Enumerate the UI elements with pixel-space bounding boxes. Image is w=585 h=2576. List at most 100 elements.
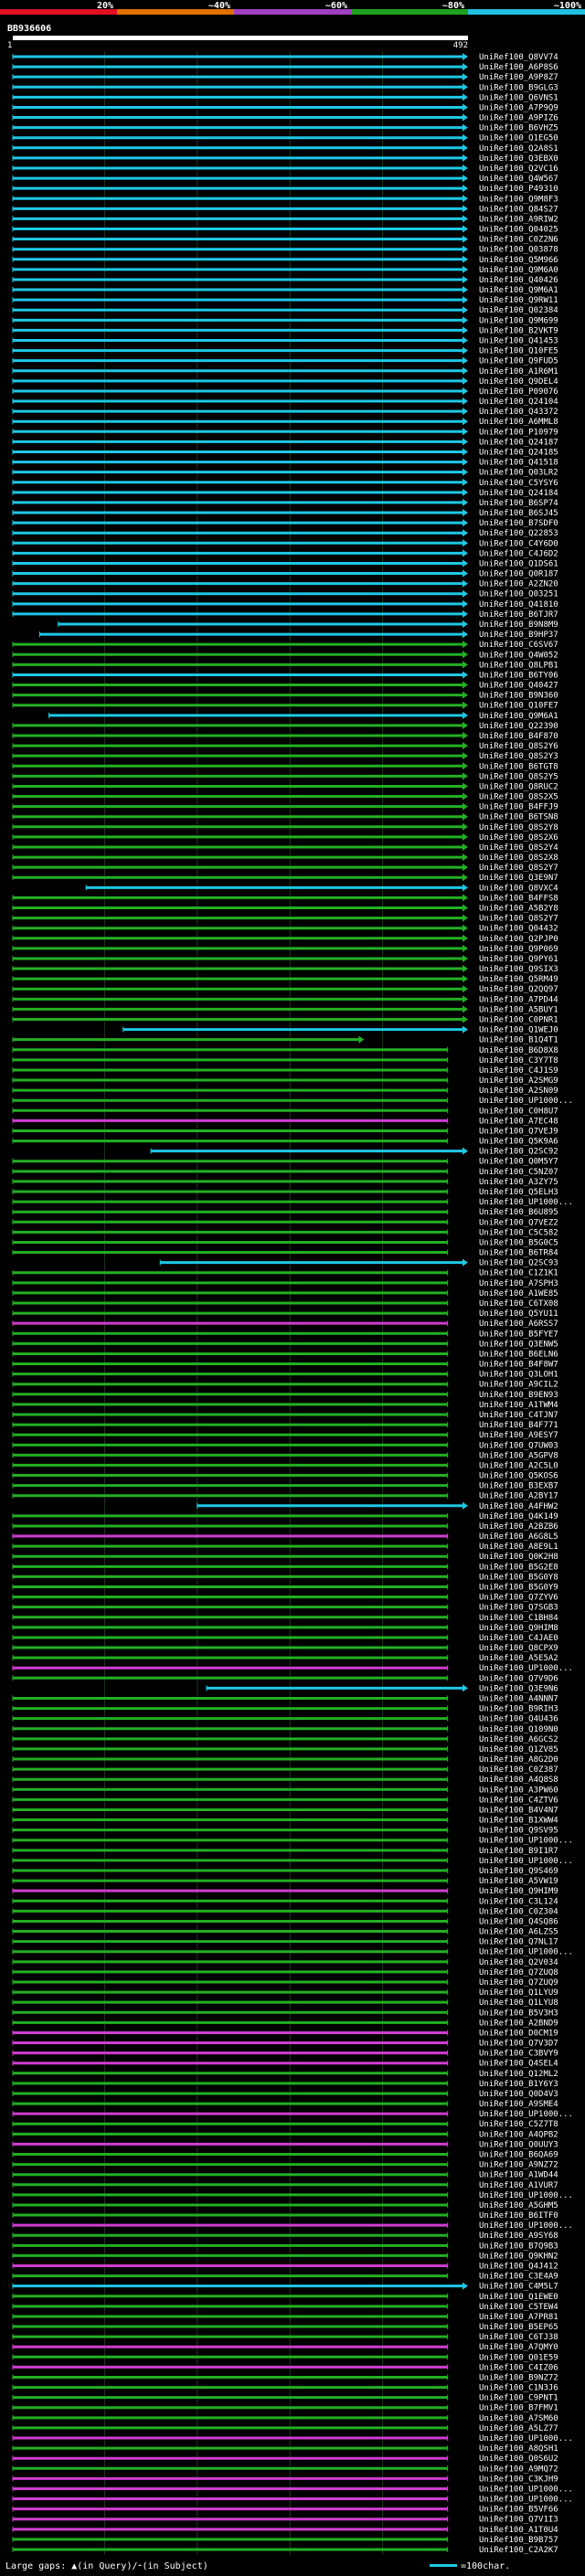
hit-label[interactable]: UniRef100_Q40427 — [479, 682, 558, 691]
hit-row[interactable]: UniRef100_Q10FE7 — [12, 701, 558, 711]
hit-row[interactable]: UniRef100_B5V3H3 — [12, 2009, 558, 2018]
hit-label[interactable]: UniRef100_Q0UUY3 — [479, 2140, 558, 2149]
hit-label[interactable]: UniRef100_A6MML8 — [479, 418, 558, 427]
hit-label[interactable]: UniRef100_Q9FUD5 — [479, 357, 558, 366]
hit-row[interactable]: UniRef100_UP1000... — [12, 1948, 573, 1957]
hit-row[interactable]: UniRef100_Q8S2X5 — [12, 792, 558, 802]
hit-label[interactable]: UniRef100_Q4J412 — [479, 2262, 558, 2271]
hit-row[interactable]: UniRef100_B7Q9B3 — [12, 2242, 558, 2251]
hit-row[interactable]: UniRef100_B4F870 — [12, 731, 558, 741]
hit-label[interactable]: UniRef100_UP1000... — [479, 1097, 573, 1106]
hit-row[interactable]: UniRef100_A7PR81 — [12, 2313, 558, 2322]
hit-row[interactable]: UniRef100_A2SN09 — [12, 1087, 558, 1096]
hit-row[interactable]: UniRef100_Q7VEZ2 — [12, 1218, 558, 1227]
hit-label[interactable]: UniRef100_C4M5L7 — [479, 2283, 558, 2292]
hit-label[interactable]: UniRef100_C3BVY9 — [479, 2050, 558, 2059]
hit-row[interactable]: UniRef100_C5NZ07 — [12, 1168, 558, 1177]
hit-row[interactable]: UniRef100_Q1LYU8 — [12, 1998, 558, 2008]
hit-label[interactable]: UniRef100_C0Z304 — [479, 1907, 558, 1916]
hit-label[interactable]: UniRef100_A7SPH3 — [479, 1279, 558, 1288]
hit-row[interactable]: UniRef100_C3E4A9 — [12, 2273, 558, 2282]
hit-label[interactable]: UniRef100_Q10FE7 — [479, 702, 558, 711]
hit-row[interactable]: UniRef100_Q7V9D6 — [12, 1674, 558, 1683]
hit-row[interactable]: UniRef100_A4Q8S8 — [12, 1776, 558, 1785]
hit-label[interactable]: UniRef100_A7SM60 — [479, 2414, 558, 2423]
hit-row[interactable]: UniRef100_B9GLG3 — [12, 83, 558, 92]
hit-row[interactable]: UniRef100_Q8S2Y6 — [12, 742, 558, 751]
hit-row[interactable]: UniRef100_B6SJ45 — [12, 509, 558, 518]
hit-row[interactable]: UniRef100_A4QPB2 — [12, 2130, 558, 2139]
hit-row[interactable]: UniRef100_UP1000... — [12, 1097, 573, 1106]
hit-row[interactable]: UniRef100_A9MQ72 — [12, 2465, 558, 2474]
hit-label[interactable]: UniRef100_C3KJH9 — [479, 2475, 558, 2484]
hit-row[interactable]: UniRef100_Q7VEJ9 — [12, 1127, 558, 1136]
hit-label[interactable]: UniRef100_Q7V1I3 — [479, 2516, 558, 2525]
hit-label[interactable]: UniRef100_A2BY17 — [479, 1492, 558, 1501]
hit-row[interactable]: UniRef100_P10979 — [12, 428, 558, 437]
hit-row[interactable]: UniRef100_Q9M6A1 — [48, 711, 558, 721]
hit-label[interactable]: UniRef100_Q04025 — [479, 226, 558, 235]
hit-row[interactable]: UniRef100_Q8S2Y8 — [12, 822, 558, 832]
hit-label[interactable]: UniRef100_Q8VXC4 — [479, 884, 558, 893]
hit-label[interactable]: UniRef100_A6P8S6 — [479, 63, 558, 72]
hit-row[interactable]: UniRef100_Q4J412 — [12, 2262, 558, 2271]
hit-row[interactable]: UniRef100_Q1WEJ0 — [122, 1025, 558, 1035]
hit-label[interactable]: UniRef100_Q24187 — [479, 438, 558, 447]
hit-row[interactable]: UniRef100_A4NNN7 — [12, 1694, 558, 1703]
hit-label[interactable]: UniRef100_A1TWM4 — [479, 1401, 558, 1410]
hit-label[interactable]: UniRef100_Q5RM49 — [479, 975, 558, 984]
hit-row[interactable]: UniRef100_Q4U436 — [12, 1715, 558, 1724]
hit-label[interactable]: UniRef100_C5Z7T8 — [479, 2120, 558, 2129]
hit-label[interactable]: UniRef100_C4ZTV6 — [479, 1796, 558, 1805]
hit-row[interactable]: UniRef100_C1BH84 — [12, 1614, 558, 1623]
hit-row[interactable]: UniRef100_C0H8U7 — [12, 1107, 558, 1116]
hit-row[interactable]: UniRef100_Q02384 — [12, 306, 558, 315]
hit-row[interactable]: UniRef100_Q8S2Y7 — [12, 914, 558, 924]
hit-label[interactable]: UniRef100_Q9M8F3 — [479, 195, 558, 204]
hit-label[interactable]: UniRef100_A1T0U4 — [479, 2526, 558, 2535]
hit-label[interactable]: UniRef100_A7PD44 — [479, 995, 558, 1004]
hit-label[interactable]: UniRef100_Q01E59 — [479, 2353, 558, 2362]
hit-row[interactable]: UniRef100_B9NZ72 — [12, 2373, 558, 2382]
hit-label[interactable]: UniRef100_Q2V034 — [479, 1958, 558, 1967]
hit-label[interactable]: UniRef100_B9N8M9 — [479, 620, 558, 630]
hit-label[interactable]: UniRef100_Q8RUC2 — [479, 782, 558, 791]
hit-row[interactable]: UniRef100_Q109N0 — [12, 1725, 558, 1734]
hit-row[interactable]: UniRef100_Q9SV95 — [12, 1827, 558, 1836]
hit-label[interactable]: UniRef100_Q03251 — [479, 590, 558, 599]
hit-row[interactable]: UniRef100_A6P8S6 — [12, 63, 558, 72]
hit-label[interactable]: UniRef100_Q0S6U2 — [479, 2454, 558, 2464]
hit-label[interactable]: UniRef100_Q10FE5 — [479, 347, 558, 356]
hit-row[interactable]: UniRef100_B6TGT8 — [12, 762, 558, 771]
hit-row[interactable]: UniRef100_B6TY06 — [12, 671, 558, 680]
hit-label[interactable]: UniRef100_Q2PJP0 — [479, 935, 558, 944]
hit-row[interactable]: UniRef100_A9PIZ6 — [12, 113, 558, 123]
hit-label[interactable]: UniRef100_A4NNN7 — [479, 1694, 558, 1703]
hit-row[interactable]: UniRef100_Q8VV74 — [12, 53, 558, 62]
hit-label[interactable]: UniRef100_B9I1R7 — [479, 1847, 558, 1856]
hit-label[interactable]: UniRef100_B6TR84 — [479, 1249, 558, 1258]
hit-row[interactable]: UniRef100_Q3E9N7 — [12, 874, 558, 883]
hit-row[interactable]: UniRef100_Q9P069 — [12, 944, 558, 954]
hit-label[interactable]: UniRef100_B1XWW4 — [479, 1817, 558, 1826]
hit-row[interactable]: UniRef100_C4IZ06 — [12, 2363, 558, 2372]
hit-label[interactable]: UniRef100_C9PNT1 — [479, 2394, 558, 2403]
hit-row[interactable]: UniRef100_B4V4N7 — [12, 1806, 558, 1815]
hit-row[interactable]: UniRef100_UP1000... — [12, 1198, 573, 1207]
hit-label[interactable]: UniRef100_B5V3H3 — [479, 2009, 558, 2018]
hit-row[interactable]: UniRef100_C4J1S9 — [12, 1066, 558, 1076]
hit-row[interactable]: UniRef100_Q9KHN2 — [12, 2252, 558, 2261]
hit-row[interactable]: UniRef100_A9CIL2 — [12, 1381, 558, 1390]
hit-row[interactable]: UniRef100_A6RSS7 — [12, 1320, 558, 1329]
hit-label[interactable]: UniRef100_Q109N0 — [479, 1725, 558, 1734]
hit-row[interactable]: UniRef100_Q8RUC2 — [12, 782, 558, 791]
hit-row[interactable]: UniRef100_B3EXB7 — [12, 1482, 558, 1491]
hit-row[interactable]: UniRef100_A5BUY1 — [12, 1005, 558, 1014]
hit-label[interactable]: UniRef100_Q1EWE0 — [479, 2293, 558, 2302]
hit-row[interactable]: UniRef100_C3L124 — [12, 1897, 558, 1906]
hit-label[interactable]: UniRef100_Q3E9N6 — [479, 1684, 558, 1693]
hit-label[interactable]: UniRef100_P10979 — [479, 428, 558, 437]
hit-label[interactable]: UniRef100_A9RIW2 — [479, 215, 558, 224]
hit-label[interactable]: UniRef100_A2BZB6 — [479, 1522, 558, 1532]
hit-label[interactable]: UniRef100_Q02384 — [479, 306, 558, 315]
